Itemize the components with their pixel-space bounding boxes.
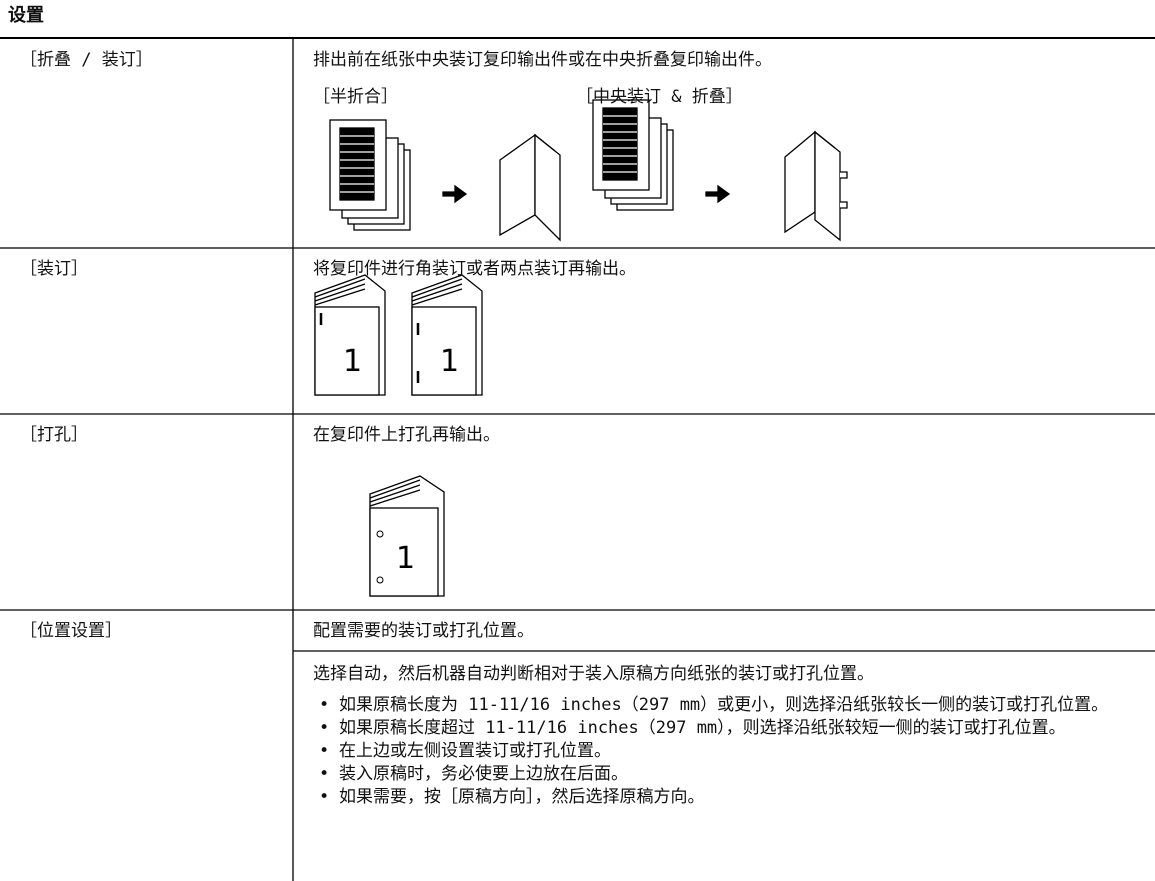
page-number: 1 [440, 344, 459, 379]
bullet-list: 如果原稿长度为 11-11/16 inches（297 mm）或更小，则选择沿纸… [313, 694, 1139, 809]
setting-name: ［装订］ [20, 259, 88, 279]
page-stack [592, 99, 674, 211]
setting-description: 排出前在纸张中央装订复印输出件或在中央折叠复印输出件。 [313, 50, 772, 70]
folded-booklet [499, 133, 561, 242]
page-stack [329, 119, 411, 231]
arrow [705, 184, 731, 204]
figure-label: ［中央装订 & 折叠］ [576, 87, 743, 107]
bullet-item: 如果需要，按［原稿方向］，然后选择原稿方向。 [319, 786, 1139, 809]
booklet: 1 [369, 475, 445, 597]
page-title: 设置 [8, 5, 44, 26]
setting-description: 将复印件进行角装订或者两点装订再输出。 [313, 259, 636, 279]
setting-description: 配置需要的装订或打孔位置。 [313, 621, 534, 641]
page-number: 1 [396, 541, 415, 576]
bullet-item: 在上边或左侧设置装订或打孔位置。 [319, 740, 1139, 763]
setting-name: ［折叠 / 装订］ [20, 50, 153, 70]
bullet-item: 如果原稿长度超过 11-11/16 inches（297 mm），则选择沿纸张较… [319, 717, 1139, 740]
booklet: 1 [411, 274, 483, 396]
arrow [442, 184, 468, 204]
details-intro: 选择自动，然后机器自动判断相对于装入原稿方向纸张的装订或打孔位置。 [313, 664, 874, 684]
stapled-booklet [784, 130, 848, 242]
page-number: 1 [343, 344, 362, 379]
bullet-item: 如果原稿长度为 11-11/16 inches（297 mm）或更小，则选择沿纸… [319, 694, 1139, 717]
setting-name: ［打孔］ [20, 425, 88, 445]
setting-name: ［位置设置］ [20, 621, 122, 641]
booklet: 1 [314, 274, 386, 396]
setting-description: 在复印件上打孔再输出。 [313, 425, 500, 445]
bullet-item: 装入原稿时，务必使要上边放在后面。 [319, 763, 1139, 786]
figure-label: ［半折合］ [313, 87, 398, 107]
